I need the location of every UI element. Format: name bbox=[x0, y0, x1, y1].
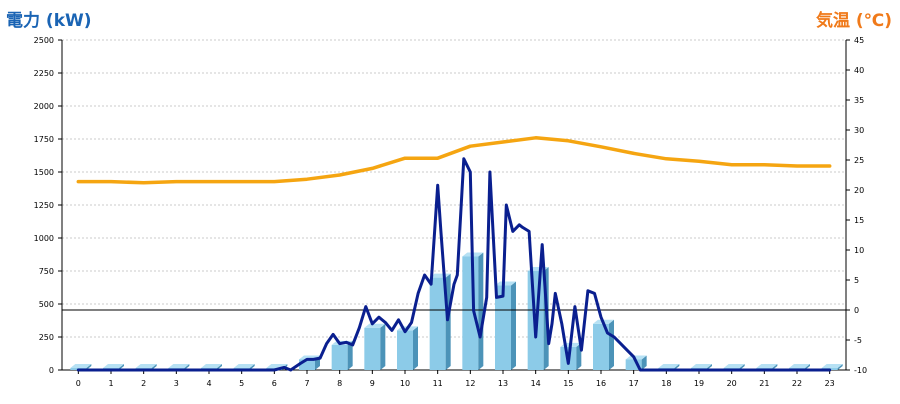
right-tick-label: 20 bbox=[854, 186, 864, 195]
bar-top bbox=[658, 364, 680, 369]
bar-front bbox=[625, 359, 642, 370]
x-tick-label: 14 bbox=[531, 379, 541, 388]
left-tick-label: 0 bbox=[49, 366, 54, 375]
x-tick-label: 3 bbox=[174, 379, 179, 388]
left-tick-label: 2500 bbox=[34, 36, 54, 45]
bar-front bbox=[364, 327, 381, 370]
bar-top bbox=[103, 364, 124, 369]
x-tick-label: 12 bbox=[465, 379, 475, 388]
bar-top bbox=[821, 364, 843, 369]
left-tick-label: 1000 bbox=[34, 234, 54, 243]
x-tick-label: 0 bbox=[76, 379, 81, 388]
right-tick-label: 35 bbox=[854, 96, 864, 105]
temperature-line bbox=[76, 136, 832, 185]
bar-front bbox=[593, 323, 609, 370]
bar-front bbox=[462, 256, 479, 370]
x-tick-label: 16 bbox=[596, 379, 606, 388]
x-tick-label: 18 bbox=[661, 379, 671, 388]
bar-top bbox=[625, 355, 647, 360]
bar-side bbox=[380, 323, 386, 370]
bar-side bbox=[837, 364, 843, 370]
bar-top bbox=[201, 364, 222, 369]
bar-side bbox=[511, 281, 516, 370]
left-tick-label: 1500 bbox=[34, 168, 54, 177]
left-tick-label: 500 bbox=[39, 300, 54, 309]
left-tick-label: 1750 bbox=[34, 135, 54, 144]
bar-top bbox=[233, 364, 255, 369]
bar-side bbox=[347, 340, 353, 370]
bar-side bbox=[609, 319, 614, 370]
right-tick-label: -10 bbox=[854, 366, 867, 375]
x-tick-label: 2 bbox=[141, 379, 146, 388]
bar-front bbox=[495, 285, 511, 370]
bar-top bbox=[364, 323, 386, 328]
bar-front bbox=[299, 359, 315, 370]
right-tick-label: -5 bbox=[854, 336, 862, 345]
left-tick-label: 250 bbox=[39, 333, 54, 342]
x-tick-label: 11 bbox=[433, 379, 443, 388]
right-tick-label: 5 bbox=[854, 276, 859, 285]
bar-top bbox=[168, 364, 190, 369]
x-tick-label: 23 bbox=[825, 379, 835, 388]
left-tick-label: 2000 bbox=[34, 102, 54, 111]
right-axis-label: 気温 (℃) bbox=[815, 11, 892, 31]
x-tick-label: 6 bbox=[272, 379, 277, 388]
bar-top bbox=[756, 364, 778, 369]
left-tick-label: 2250 bbox=[34, 69, 54, 78]
x-tick-label: 1 bbox=[108, 379, 113, 388]
x-tick-label: 19 bbox=[694, 379, 704, 388]
x-tick-label: 17 bbox=[629, 379, 639, 388]
x-tick-label: 15 bbox=[563, 379, 573, 388]
bar-top bbox=[723, 364, 745, 369]
right-tick-label: 45 bbox=[854, 36, 864, 45]
bar-top bbox=[495, 281, 516, 286]
x-tick-label: 4 bbox=[206, 379, 211, 388]
x-tick-label: 22 bbox=[792, 379, 802, 388]
bar-front bbox=[331, 344, 348, 370]
right-tick-label: 25 bbox=[854, 156, 864, 165]
x-tick-label: 10 bbox=[400, 379, 410, 388]
left-tick-label: 750 bbox=[39, 267, 54, 276]
bar-side bbox=[478, 252, 484, 370]
x-tick-label: 21 bbox=[759, 379, 769, 388]
left-tick-label: 1250 bbox=[34, 201, 54, 210]
x-tick-label: 13 bbox=[498, 379, 508, 388]
right-tick-label: 15 bbox=[854, 216, 864, 225]
right-tick-label: 30 bbox=[854, 126, 864, 135]
bar-side bbox=[413, 326, 418, 370]
x-tick-label: 9 bbox=[370, 379, 375, 388]
x-tick-label: 8 bbox=[337, 379, 342, 388]
bar-top bbox=[135, 364, 157, 369]
bar-side bbox=[641, 355, 647, 370]
bar-top bbox=[691, 364, 712, 369]
right-tick-label: 0 bbox=[854, 306, 859, 315]
right-tick-label: 10 bbox=[854, 246, 864, 255]
bar-front bbox=[397, 330, 413, 370]
bar-top bbox=[789, 364, 810, 369]
left-axis-label: 電力 (kW) bbox=[6, 11, 92, 31]
bar-front bbox=[429, 277, 446, 370]
right-tick-label: 40 bbox=[854, 66, 864, 75]
x-tick-label: 20 bbox=[727, 379, 737, 388]
x-tick-label: 5 bbox=[239, 379, 244, 388]
bar-top bbox=[70, 364, 92, 369]
x-tick-label: 7 bbox=[304, 379, 309, 388]
power-line bbox=[76, 157, 832, 372]
